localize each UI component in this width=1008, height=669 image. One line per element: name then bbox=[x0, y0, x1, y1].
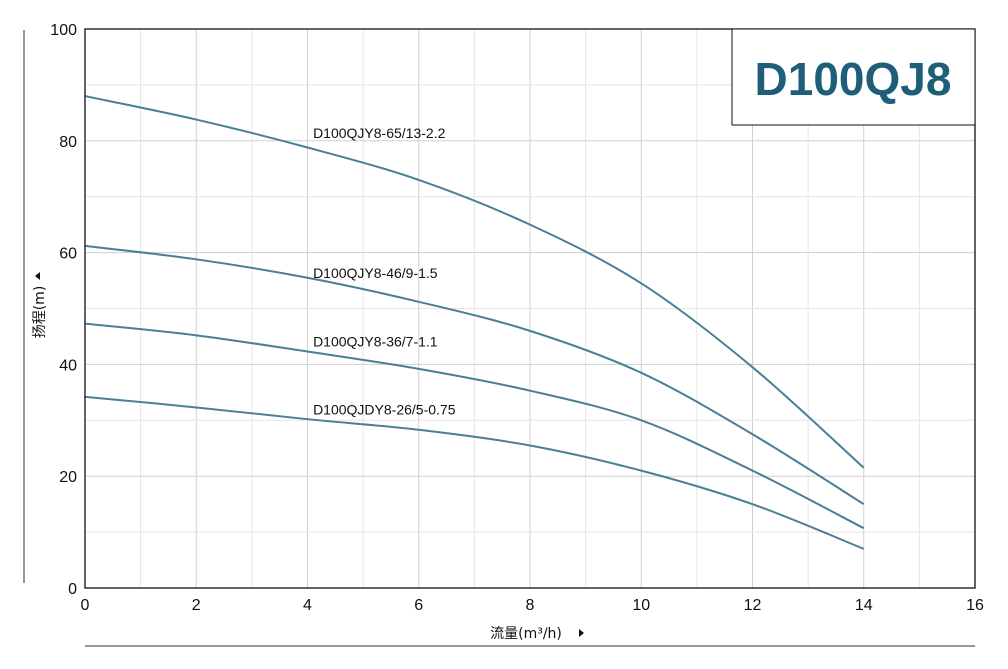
x-tick-label: 2 bbox=[192, 597, 201, 614]
axes bbox=[23, 28, 976, 647]
y-tick-label: 40 bbox=[59, 357, 77, 374]
x-tick-label: 12 bbox=[744, 597, 762, 614]
tick-labels: 0 2 4 6 8 10 12 14 16 0 20 40 60 80 100 bbox=[50, 22, 984, 614]
series-label: D100QJY8-46/9-1.5 bbox=[313, 265, 438, 281]
series-label: D100QJY8-36/7-1.1 bbox=[313, 334, 438, 350]
y-tick-label: 100 bbox=[50, 22, 77, 39]
curves bbox=[84, 95, 865, 550]
series-curve bbox=[84, 244, 865, 505]
series-labels: D100QJY8-65/13-2.2 D100QJY8-46/9-1.5 D100Q… bbox=[313, 125, 456, 418]
x-axis-arrow-icon bbox=[579, 629, 584, 637]
series-curve bbox=[84, 322, 865, 530]
x-tick-label: 8 bbox=[526, 597, 535, 614]
y-axis-title: 扬程(m) bbox=[32, 272, 48, 338]
y-tick-label: 60 bbox=[59, 246, 77, 263]
y-tick-label: 80 bbox=[59, 134, 77, 151]
x-tick-label: 16 bbox=[966, 597, 984, 614]
chart-title: D100QJ8 bbox=[755, 53, 952, 105]
plot-frame bbox=[84, 28, 976, 589]
y-axis-label: 扬程(m) bbox=[32, 286, 48, 339]
series-curve bbox=[84, 395, 865, 550]
x-axis-title: 流量(m³/h) bbox=[490, 626, 584, 642]
y-axis-arrow-icon bbox=[35, 272, 40, 280]
x-tick-label: 10 bbox=[632, 597, 650, 614]
model-badge: D100QJ8 bbox=[731, 28, 976, 126]
x-tick-label: 4 bbox=[303, 597, 312, 614]
x-tick-label: 6 bbox=[414, 597, 423, 614]
x-tick-label: 0 bbox=[81, 597, 90, 614]
badge-box bbox=[731, 28, 976, 126]
series-label: D100QJY8-65/13-2.2 bbox=[313, 125, 446, 141]
x-axis-label: 流量(m³/h) bbox=[490, 626, 562, 642]
series-label: D100QJDY8-26/5-0.75 bbox=[313, 402, 456, 418]
y-tick-label: 0 bbox=[68, 581, 77, 598]
x-tick-label: 14 bbox=[855, 597, 873, 614]
y-tick-label: 20 bbox=[59, 469, 77, 486]
series-curve bbox=[84, 95, 865, 469]
